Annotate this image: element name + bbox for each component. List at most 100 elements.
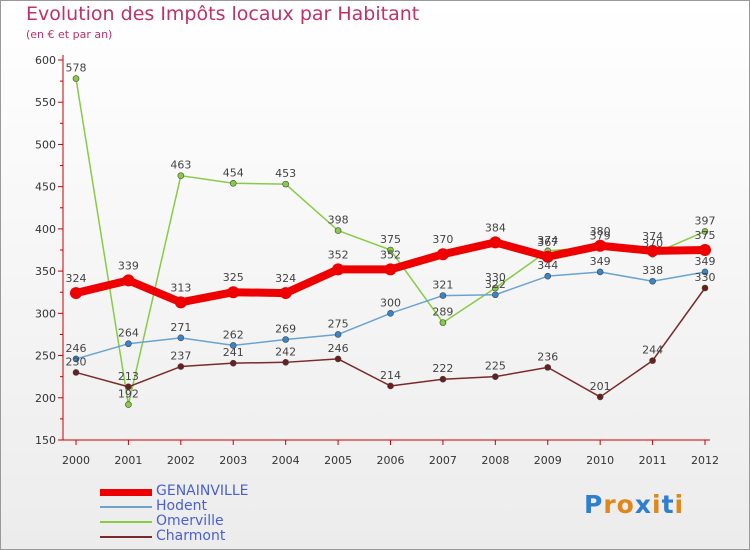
data-point-omerville [387, 246, 394, 254]
x-tick-label: 2010 [586, 454, 614, 467]
chart-subtitle: (en € et par an) [26, 28, 113, 41]
data-label-charmont: 241 [223, 346, 244, 359]
data-label-hodent: 246 [66, 342, 87, 355]
data-point-genainville [174, 296, 187, 309]
x-tick-label: 2005 [324, 454, 352, 467]
data-point-omerville [125, 401, 132, 408]
data-label-hodent: 264 [118, 327, 139, 340]
data-point-genainville [227, 286, 240, 299]
data-point-genainville [384, 263, 397, 276]
data-label-omerville: 289 [432, 306, 453, 319]
data-label-omerville: 330 [485, 271, 506, 284]
data-label-genainville: 370 [432, 233, 453, 246]
y-tick-label: 200 [35, 392, 56, 405]
x-tick-label: 2011 [639, 454, 667, 467]
data-label-omerville: 578 [66, 62, 87, 75]
data-point-charmont [125, 383, 132, 391]
legend-swatch-omerville [100, 521, 152, 523]
data-label-genainville: 324 [275, 272, 296, 285]
chart-title: Evolution des Impôts locaux par Habitant [26, 3, 420, 25]
data-point-charmont [72, 369, 80, 376]
data-label-hodent: 338 [642, 264, 663, 277]
data-point-charmont [439, 375, 447, 383]
data-label-charmont: 213 [118, 370, 139, 383]
data-label-hodent: 262 [223, 328, 244, 341]
legend-swatch-hodent [100, 506, 152, 508]
data-point-hodent [177, 334, 185, 342]
data-label-genainville: 339 [118, 259, 139, 272]
y-tick-label: 150 [35, 434, 56, 447]
data-label-hodent: 349 [695, 255, 716, 268]
data-point-hodent [387, 310, 394, 317]
data-label-omerville: 370 [642, 237, 663, 250]
x-tick-label: 2007 [429, 454, 457, 467]
data-label-genainville: 375 [695, 229, 716, 242]
data-point-omerville [492, 284, 499, 292]
data-label-omerville: 192 [118, 388, 139, 401]
data-point-charmont [544, 364, 552, 371]
data-label-hodent: 322 [485, 278, 506, 291]
data-point-omerville [334, 227, 342, 234]
data-label-genainville: 367 [537, 236, 558, 249]
x-tick-label: 2009 [534, 454, 562, 467]
data-label-omerville: 397 [695, 214, 716, 227]
data-label-omerville: 453 [275, 167, 296, 180]
data-label-hodent: 344 [537, 259, 558, 272]
data-label-hodent: 269 [275, 323, 296, 336]
data-label-hodent: 271 [170, 321, 191, 334]
data-point-omerville [72, 75, 80, 82]
y-tick-label: 600 [35, 54, 56, 67]
data-point-genainville [646, 244, 659, 257]
x-tick-label: 2000 [62, 454, 90, 467]
data-point-hodent [125, 340, 132, 348]
data-label-omerville: 374 [537, 234, 558, 247]
data-label-charmont: 225 [485, 360, 506, 373]
legend-label-omerville: Omerville [156, 513, 224, 529]
data-point-charmont [649, 357, 656, 364]
data-point-charmont [282, 359, 289, 366]
data-point-charmont [177, 363, 185, 370]
legend-swatch-charmont [100, 536, 152, 538]
y-tick-label: 450 [35, 181, 56, 194]
data-point-hodent [701, 268, 709, 276]
data-point-omerville [282, 180, 289, 188]
data-point-genainville [70, 287, 82, 300]
legend-label-charmont: Charmont [156, 528, 226, 544]
data-label-omerville: 454 [223, 166, 244, 179]
data-point-charmont [387, 382, 394, 390]
data-label-genainville: 313 [170, 281, 191, 294]
data-label-charmont: 242 [275, 345, 296, 358]
data-label-hodent: 349 [590, 255, 611, 268]
x-tick-label: 2002 [167, 454, 195, 467]
data-label-genainville: 380 [590, 225, 611, 238]
y-tick-label: 300 [35, 307, 56, 320]
data-point-hodent [439, 292, 447, 299]
data-label-charmont: 244 [642, 344, 663, 357]
data-point-omerville [177, 172, 185, 179]
data-point-hodent [492, 291, 499, 299]
logo-letter: P [584, 490, 604, 519]
data-label-charmont: 214 [380, 369, 401, 382]
data-label-hodent: 275 [328, 317, 349, 330]
data-point-omerville [701, 228, 709, 235]
data-point-hodent [229, 342, 237, 349]
data-point-hodent [72, 355, 80, 363]
data-label-genainville: 384 [485, 221, 506, 234]
data-point-hodent [282, 336, 289, 343]
data-point-charmont [229, 359, 237, 367]
x-tick-label: 2012 [691, 454, 719, 467]
data-point-hodent [334, 331, 342, 338]
logo-letter: t [661, 490, 675, 519]
data-label-genainville: 352 [380, 248, 401, 261]
logo-letter: o [616, 490, 635, 519]
y-tick-label: 350 [35, 265, 56, 278]
x-tick-label: 2001 [114, 454, 142, 467]
x-tick-label: 2003 [219, 454, 247, 467]
logo-letter: r [603, 490, 617, 519]
data-point-hodent [544, 272, 552, 280]
legend-label-genainville: GENAINVILLE [156, 483, 249, 499]
data-point-omerville [229, 179, 237, 187]
data-label-charmont: 222 [432, 362, 453, 375]
x-tick-label: 2006 [377, 454, 405, 467]
